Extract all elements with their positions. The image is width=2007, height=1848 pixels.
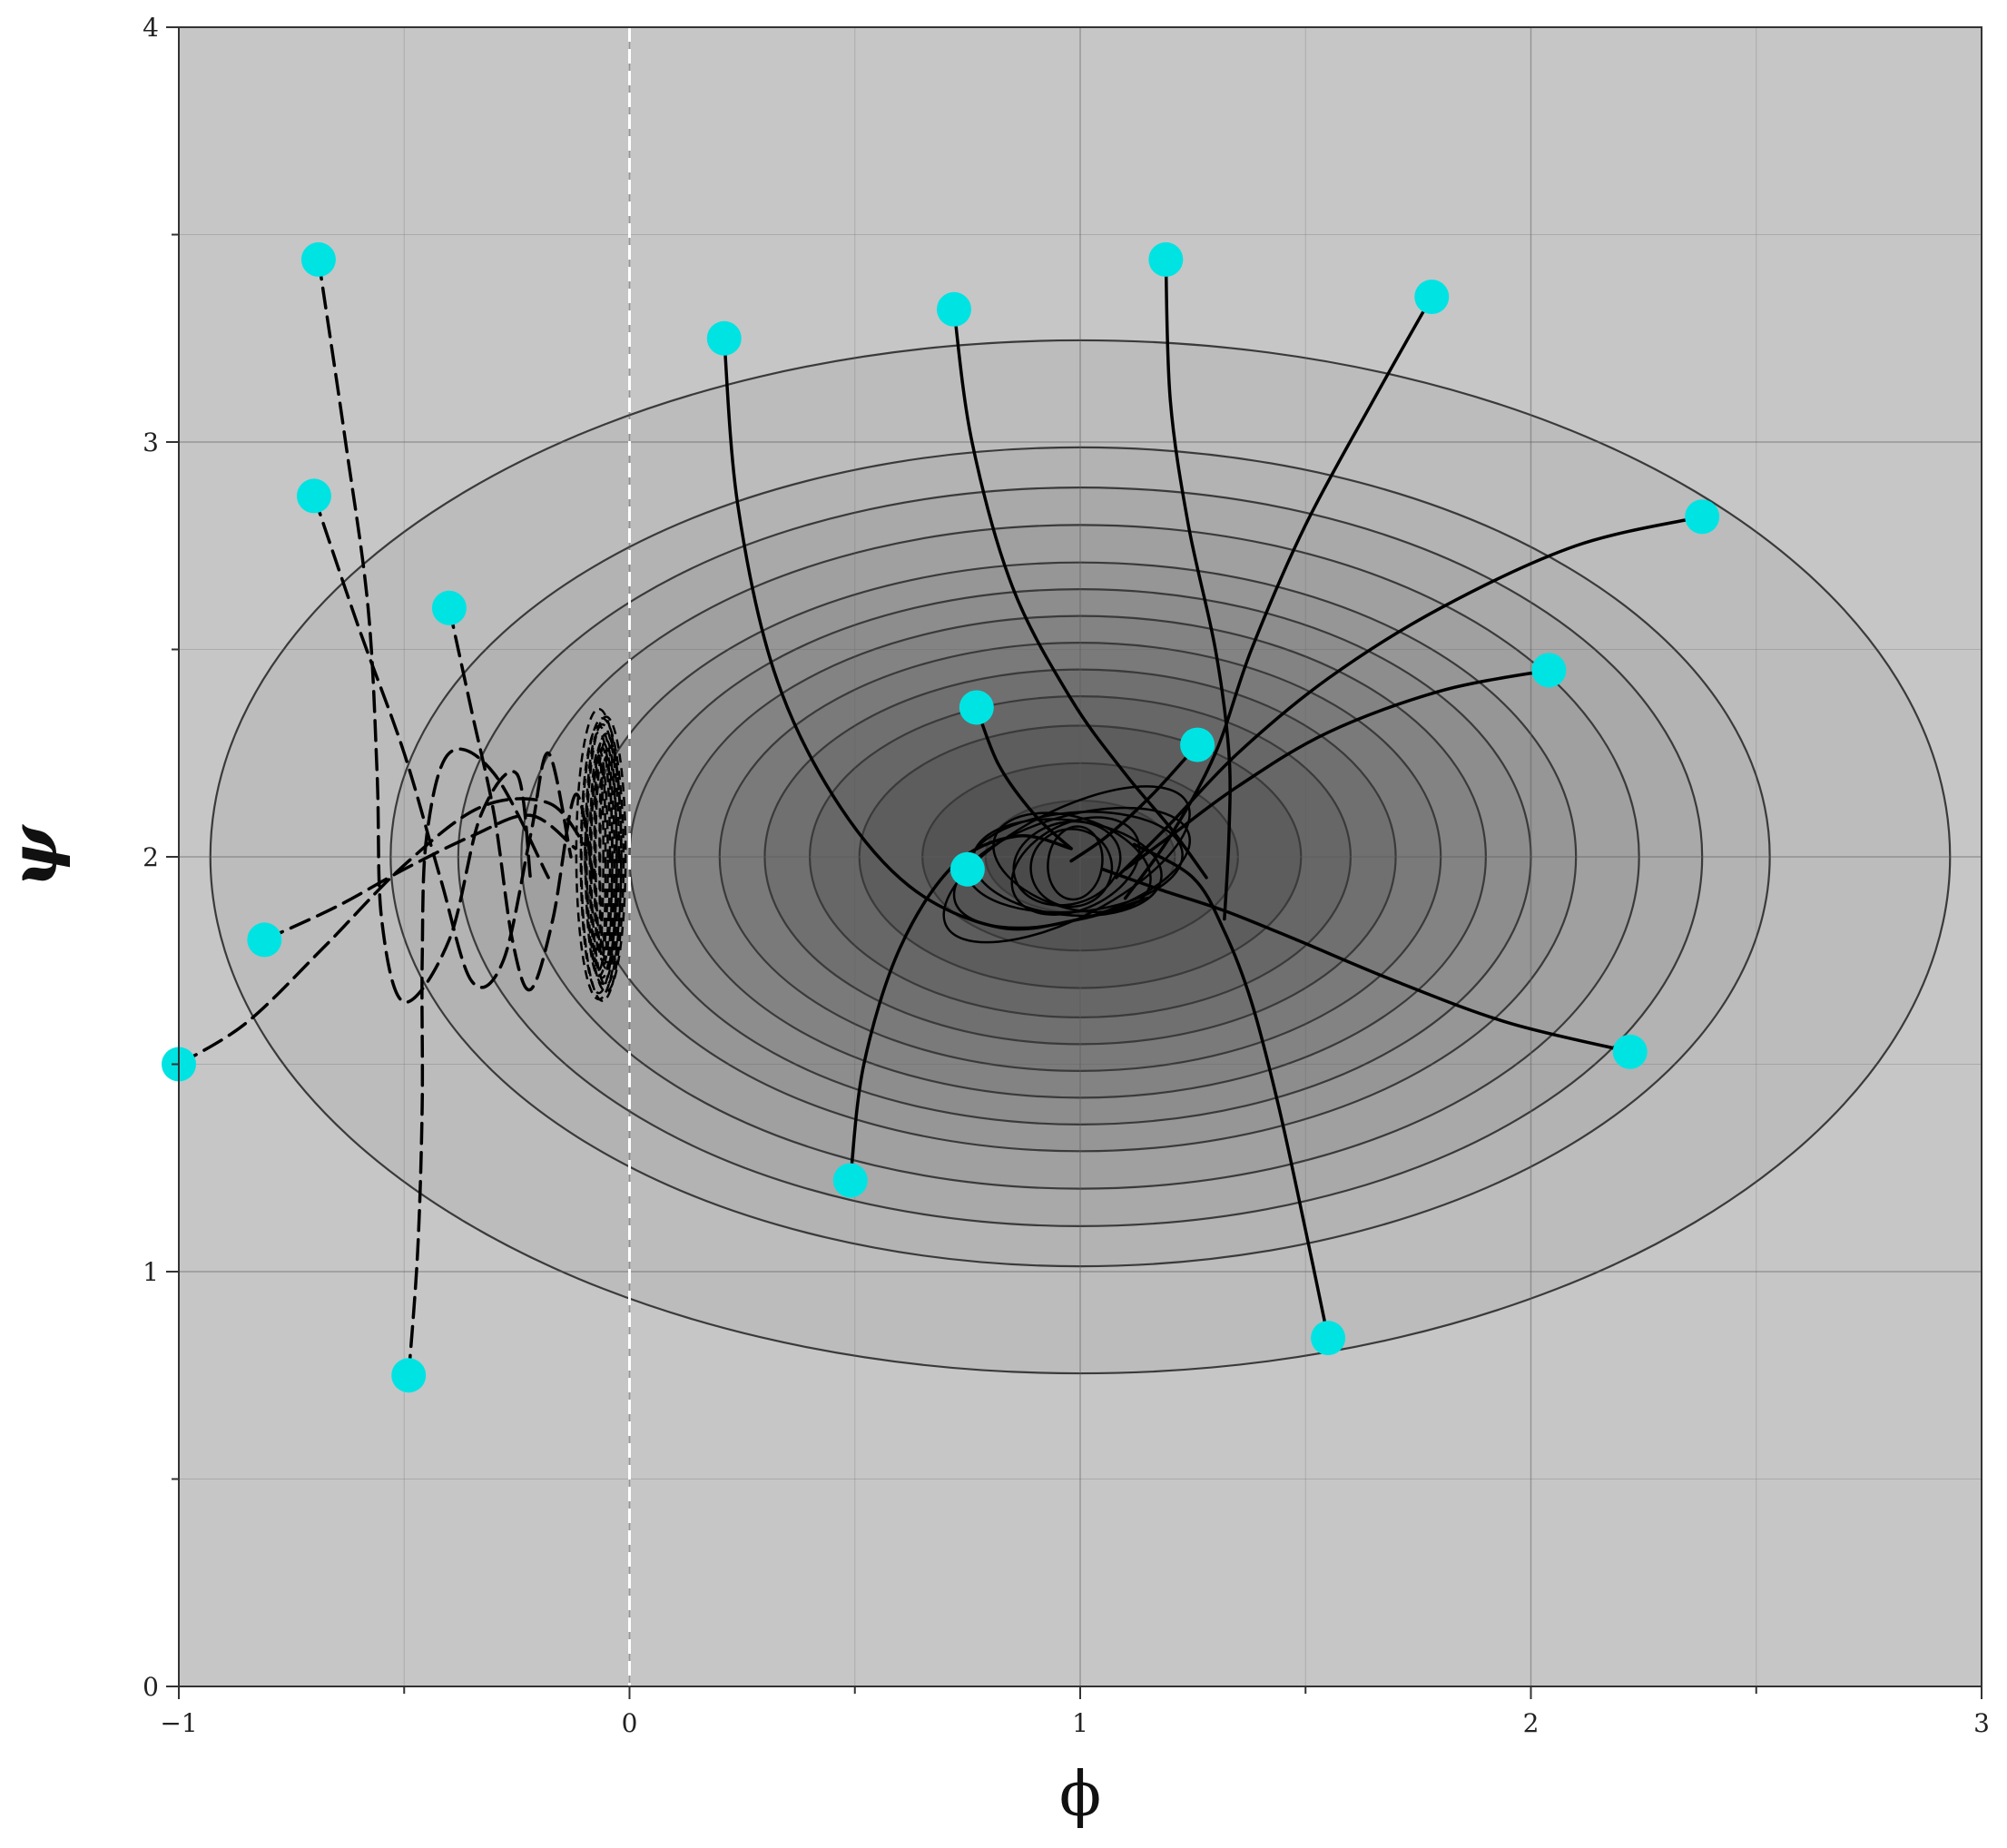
- trajectory-solid: [1069, 742, 1199, 863]
- start-point-marker: [247, 922, 282, 958]
- start-point-marker: [300, 241, 336, 277]
- start-point-marker: [936, 291, 971, 327]
- trajectory-solid: [1164, 258, 1232, 921]
- start-point-marker: [706, 320, 742, 356]
- trajectory-dashed: [317, 258, 533, 1004]
- trajectory-dashed: [407, 747, 550, 1377]
- attractor-loop: [589, 732, 623, 987]
- y-tick-label: 0: [143, 1672, 159, 1702]
- y-tick-label: 4: [143, 13, 159, 43]
- y-tick-label: 3: [143, 428, 159, 457]
- y-tick-label: 1: [143, 1257, 159, 1287]
- trajectory-layer: [179, 258, 1704, 1377]
- start-point-marker: [1531, 653, 1567, 688]
- x-tick-label: 0: [622, 1708, 638, 1738]
- attractor-loop: [1047, 825, 1104, 901]
- start-point-marker: [959, 690, 994, 725]
- trajectory-solid: [952, 308, 1208, 880]
- start-point-marker: [391, 1358, 427, 1393]
- trajectory-solid: [1123, 668, 1551, 871]
- marker-layer: [162, 241, 1720, 1393]
- start-point-marker: [1148, 241, 1184, 277]
- start-point-marker: [1685, 499, 1720, 535]
- x-tick-label: 2: [1523, 1708, 1540, 1738]
- trajectory-dashed: [448, 606, 595, 992]
- attractor-loop: [593, 753, 605, 955]
- attractor-loop: [1010, 816, 1141, 916]
- trajectory-dashed: [262, 813, 577, 942]
- x-tick-label: −1: [160, 1708, 197, 1738]
- attractor-loop: [598, 763, 607, 956]
- trajectory-solid: [1101, 867, 1632, 1054]
- x-axis-title: ϕ: [1059, 1759, 1101, 1831]
- attractor-loop: [594, 746, 612, 962]
- start-point-marker: [1414, 280, 1450, 315]
- y-axis-title: ψ: [0, 824, 72, 888]
- trajectory-solid: [1132, 842, 1330, 1340]
- attractor-loop: [594, 738, 618, 970]
- trajectory-solid: [1123, 295, 1434, 900]
- start-point-marker: [949, 851, 985, 887]
- start-point-marker: [1612, 1034, 1648, 1069]
- attractor-loop: [1012, 820, 1122, 907]
- attractor-loop: [580, 717, 625, 1002]
- x-tick-label: 1: [1072, 1708, 1088, 1738]
- start-point-marker: [1180, 727, 1215, 762]
- start-point-marker: [296, 478, 331, 514]
- y-tick-label: 2: [143, 842, 159, 872]
- start-point-marker: [832, 1163, 868, 1198]
- trajectory-solid: [849, 834, 1073, 1183]
- attractor-loop: [952, 806, 1192, 929]
- x-tick-label: 3: [1973, 1708, 1990, 1738]
- trajectory-dashed: [312, 494, 573, 989]
- trajectory-dashed: [179, 797, 586, 1067]
- start-point-marker: [431, 590, 467, 625]
- start-point-marker: [1311, 1321, 1346, 1356]
- attractor-loop: [588, 748, 609, 971]
